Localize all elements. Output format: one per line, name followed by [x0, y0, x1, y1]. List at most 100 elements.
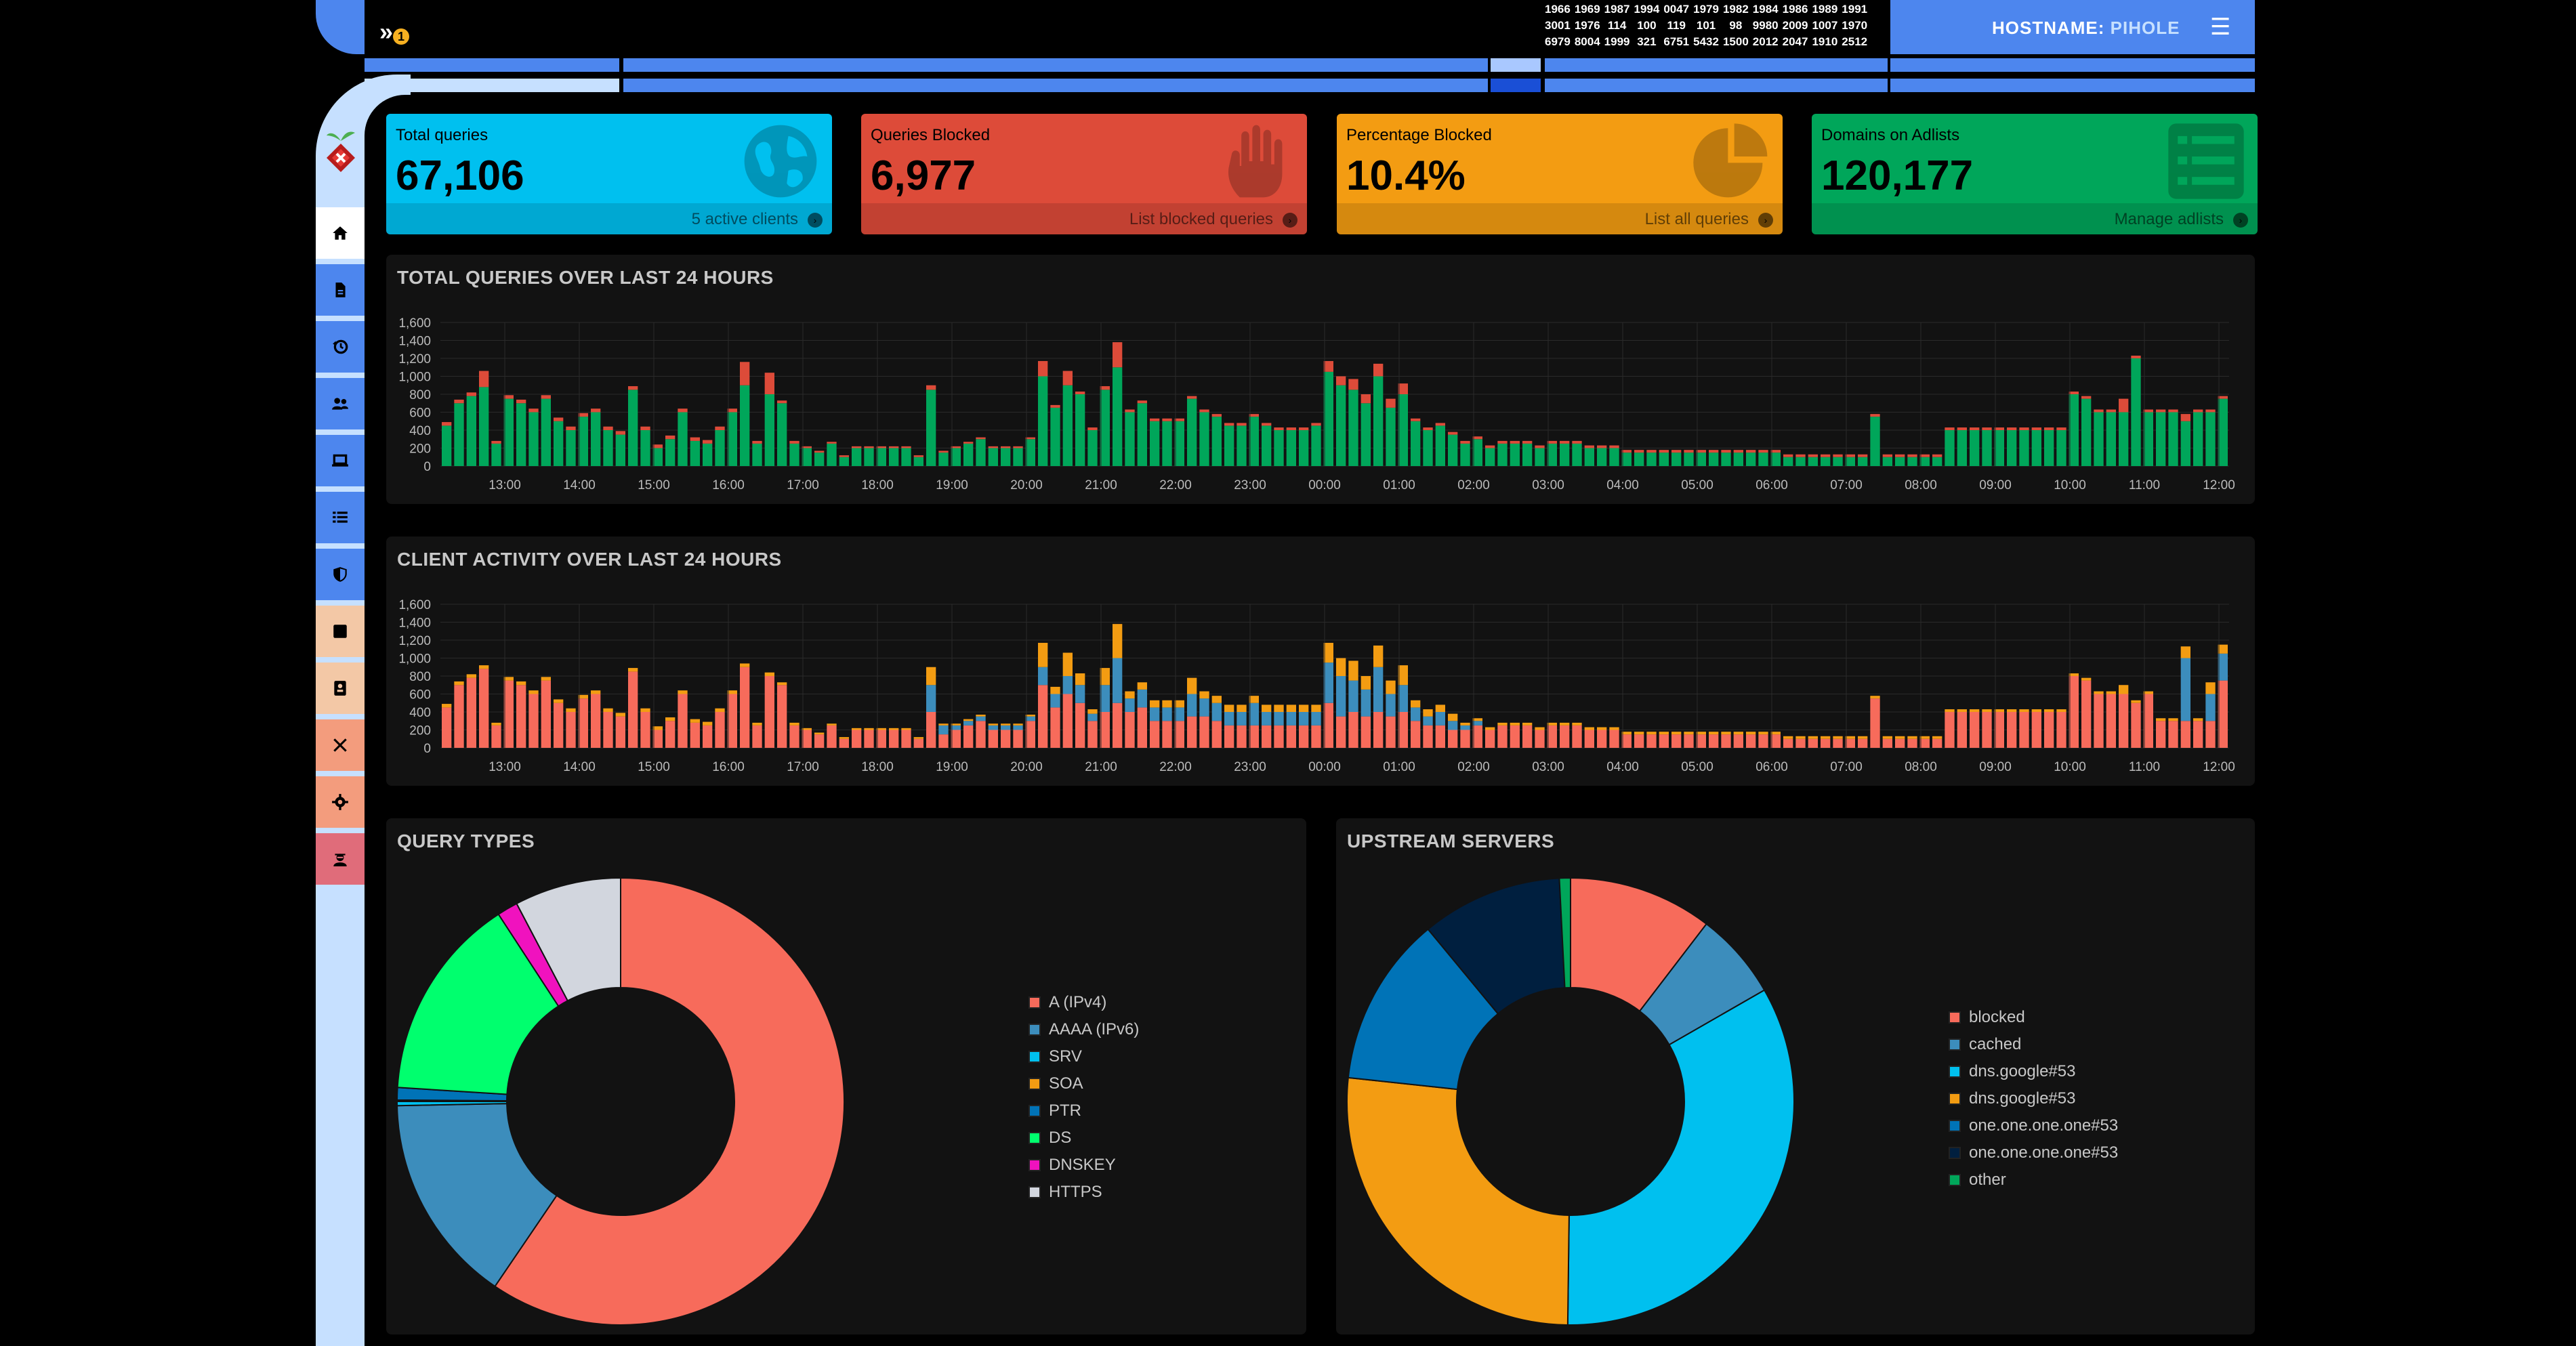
bar-client-1[interactable] — [2106, 694, 2116, 749]
bar-blocked[interactable] — [1150, 418, 1160, 421]
upstream-servers-donut[interactable] — [1347, 878, 1794, 1325]
bar-client-1[interactable] — [2019, 712, 2029, 748]
bar-client-1[interactable] — [1336, 716, 1346, 748]
bar-permitted[interactable] — [1150, 421, 1160, 466]
bar-client-2[interactable] — [1448, 721, 1458, 730]
bar-blocked[interactable] — [777, 400, 787, 404]
donut-slice-dns-google-53[interactable] — [1566, 989, 1794, 1325]
bar-client-2[interactable] — [2205, 694, 2216, 721]
bar-client-1[interactable] — [1547, 725, 1557, 748]
bar-blocked[interactable] — [1758, 450, 1768, 453]
bar-client-3[interactable] — [1423, 709, 1433, 717]
bar-client-1[interactable] — [1882, 738, 1892, 748]
bar-client-3[interactable] — [591, 690, 601, 694]
bar-blocked[interactable] — [2193, 409, 2203, 413]
bar-client-1[interactable] — [1684, 734, 1694, 748]
legend-item[interactable]: AAAA (IPv6) — [1029, 1020, 1139, 1039]
bar-blocked[interactable] — [1113, 342, 1123, 368]
bar-permitted[interactable] — [988, 448, 998, 467]
bar-client-3[interactable] — [1249, 696, 1259, 703]
bar-permitted[interactable] — [1795, 457, 1806, 466]
bar-client-1[interactable] — [1211, 721, 1222, 748]
bar-permitted[interactable] — [1360, 403, 1371, 466]
bar-client-1[interactable] — [1286, 725, 1296, 748]
bar-blocked[interactable] — [1411, 418, 1421, 421]
bar-client-1[interactable] — [1423, 725, 1433, 748]
bar-blocked[interactable] — [951, 446, 961, 448]
bar-permitted[interactable] — [1336, 385, 1346, 466]
bar-client-1[interactable] — [1460, 730, 1470, 749]
bar-blocked[interactable] — [1609, 445, 1619, 448]
bar-permitted[interactable] — [628, 390, 638, 466]
bar-permitted[interactable] — [1423, 430, 1433, 466]
bar-blocked[interactable] — [1671, 450, 1682, 453]
bar-client-1[interactable] — [1174, 721, 1184, 748]
bar-client-2[interactable] — [1224, 712, 1234, 725]
bar-permitted[interactable] — [2044, 430, 2054, 466]
bar-blocked[interactable] — [1448, 432, 1458, 435]
bar-blocked[interactable] — [1783, 454, 1793, 457]
bar-permitted[interactable] — [1460, 443, 1470, 466]
bar-permitted[interactable] — [703, 443, 713, 466]
sidebar-item-donate[interactable] — [316, 833, 365, 885]
bar-client-2[interactable] — [1174, 707, 1184, 721]
bar-permitted[interactable] — [503, 398, 514, 466]
bar-blocked[interactable] — [1125, 409, 1135, 413]
bar-client-1[interactable] — [963, 725, 974, 748]
legend-item[interactable]: cached — [1949, 1035, 2021, 1054]
bar-blocked[interactable] — [442, 422, 452, 426]
bar-permitted[interactable] — [1597, 448, 1607, 467]
bar-client-1[interactable] — [740, 667, 750, 748]
donut-slice-aaaa-ipv6-[interactable] — [397, 1103, 558, 1288]
bar-client-2[interactable] — [1038, 667, 1048, 686]
bar-client-2[interactable] — [1137, 689, 1147, 708]
donut-slice-a-ipv4-[interactable] — [494, 878, 844, 1325]
bar-client-1[interactable] — [889, 730, 899, 749]
bar-client-1[interactable] — [1485, 730, 1495, 749]
bar-client-1[interactable] — [615, 716, 625, 748]
bar-client-2[interactable] — [1001, 725, 1011, 730]
bar-permitted[interactable] — [2193, 412, 2203, 467]
bar-client-3[interactable] — [1472, 718, 1482, 721]
bar-client-3[interactable] — [1087, 709, 1098, 714]
bar-client-1[interactable] — [1100, 712, 1110, 748]
bar-blocked[interactable] — [1833, 454, 1843, 457]
bar-client-2[interactable] — [1150, 707, 1160, 721]
arrow-circle-right-icon[interactable]: › — [1283, 213, 1297, 228]
bar-client-3[interactable] — [963, 719, 974, 721]
bar-client-1[interactable] — [1970, 712, 1980, 748]
bar-client-3[interactable] — [1733, 732, 1743, 735]
bar-permitted[interactable] — [1621, 453, 1632, 466]
bar-permitted[interactable] — [2205, 412, 2216, 467]
bar-client-2[interactable] — [1162, 707, 1172, 721]
bar-blocked[interactable] — [2056, 427, 2066, 430]
bar-permitted[interactable] — [454, 403, 464, 466]
bar-blocked[interactable] — [1510, 440, 1520, 444]
bar-client-3[interactable] — [678, 690, 688, 694]
bar-permitted[interactable] — [1547, 443, 1557, 466]
bar-client-1[interactable] — [1709, 734, 1719, 748]
bar-client-1[interactable] — [1932, 738, 1943, 748]
bar-client-3[interactable] — [1721, 732, 1731, 735]
bar-blocked[interactable] — [1982, 427, 1992, 430]
bar-permitted[interactable] — [1945, 430, 1955, 466]
bar-permitted[interactable] — [814, 453, 825, 466]
bar-client-2[interactable] — [1199, 698, 1209, 717]
bar-client-1[interactable] — [1535, 730, 1545, 749]
bar-client-1[interactable] — [1572, 725, 1582, 748]
bar-client-3[interactable] — [1100, 668, 1110, 686]
bar-blocked[interactable] — [1038, 360, 1048, 377]
bar-client-3[interactable] — [1137, 682, 1147, 690]
bar-blocked[interactable] — [516, 399, 526, 404]
bar-blocked[interactable] — [1013, 446, 1023, 448]
bar-permitted[interactable] — [2143, 412, 2153, 467]
bar-permitted[interactable] — [1237, 425, 1247, 466]
bar-client-3[interactable] — [652, 726, 663, 730]
bar-client-3[interactable] — [1125, 691, 1135, 699]
bar-client-2[interactable] — [1386, 694, 1396, 717]
bar-client-2[interactable] — [988, 725, 998, 730]
bar-client-1[interactable] — [1013, 730, 1023, 749]
bar-client-3[interactable] — [1386, 680, 1396, 694]
bar-client-1[interactable] — [1634, 734, 1644, 748]
bar-client-3[interactable] — [1560, 722, 1570, 725]
